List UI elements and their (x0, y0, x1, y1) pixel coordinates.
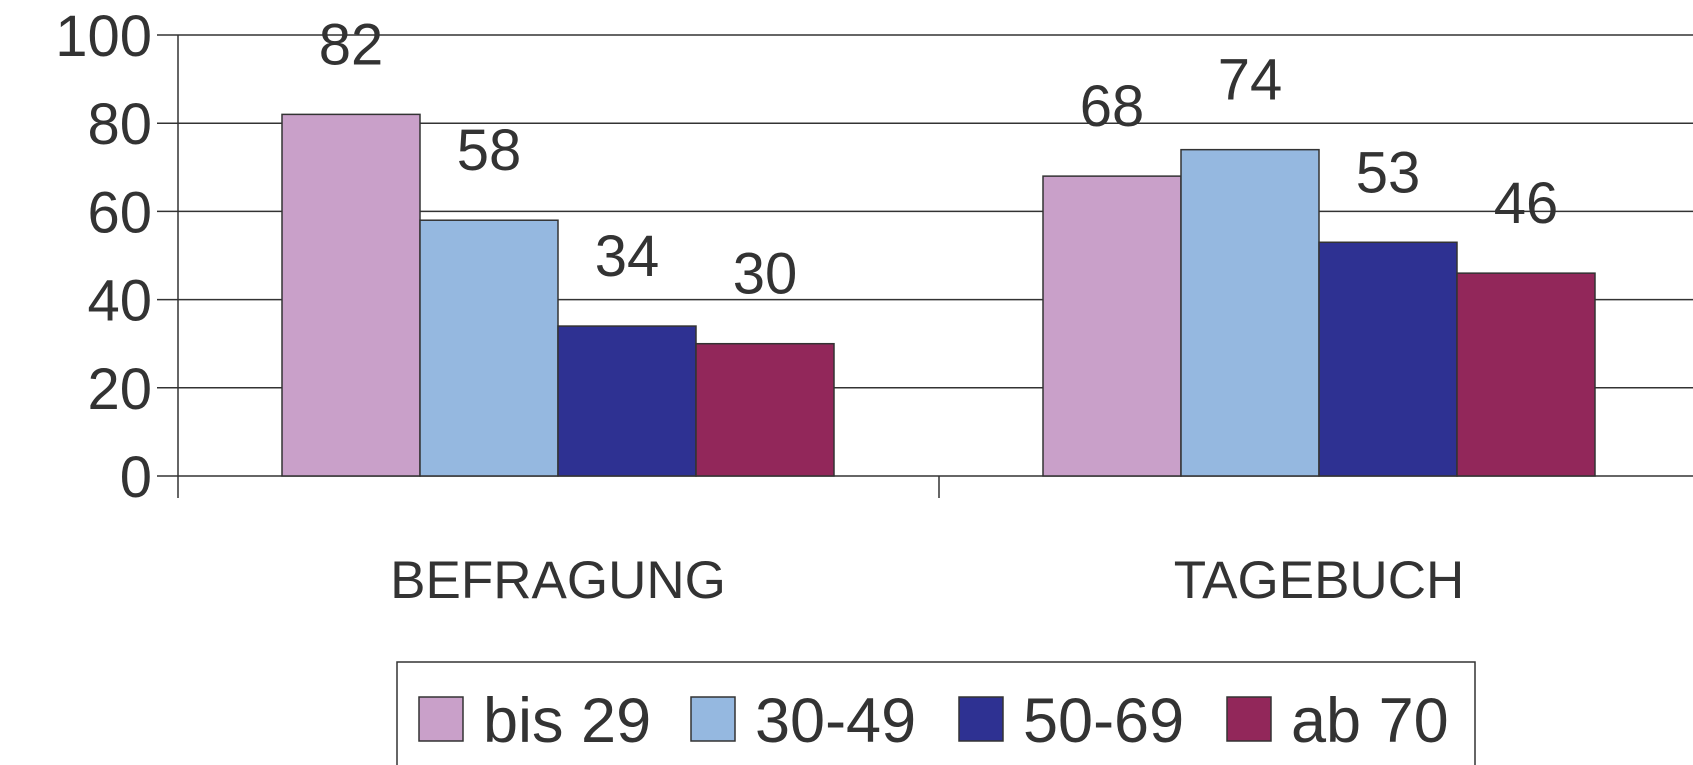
bar (1318, 241, 1458, 477)
legend-swatch (690, 696, 736, 742)
legend-label: ab 70 (1291, 686, 1449, 756)
legend-swatch (958, 696, 1004, 742)
bar (1042, 175, 1182, 477)
bar (1456, 272, 1596, 477)
legend-swatch (418, 696, 464, 742)
y-tick-label: 40 (87, 269, 152, 334)
data-label: 34 (595, 224, 660, 289)
x-tick-label: BEFRAGUNG (390, 551, 726, 610)
y-tick-label: 80 (87, 92, 152, 157)
y-tick-label: 20 (87, 357, 152, 422)
bar (695, 342, 835, 477)
y-tick-label: 100 (55, 4, 152, 69)
bar (281, 113, 421, 477)
legend-label: 30-49 (755, 686, 916, 756)
data-label: 30 (733, 242, 798, 307)
bar (419, 219, 559, 477)
y-tick-label: 0 (120, 445, 152, 510)
x-tick-label: TAGEBUCH (1174, 551, 1465, 610)
bar (1180, 148, 1320, 477)
data-label: 82 (319, 12, 384, 77)
legend-box (396, 661, 1476, 765)
y-tick-label: 60 (87, 180, 152, 245)
legend-swatch (1226, 696, 1272, 742)
legend-label: bis 29 (483, 686, 651, 756)
legend-label: 50-69 (1023, 686, 1184, 756)
data-label: 74 (1218, 48, 1283, 113)
data-label: 53 (1356, 140, 1421, 205)
data-label: 46 (1494, 171, 1559, 236)
data-label: 68 (1080, 74, 1145, 139)
bar (557, 325, 697, 477)
data-label: 58 (457, 118, 522, 183)
